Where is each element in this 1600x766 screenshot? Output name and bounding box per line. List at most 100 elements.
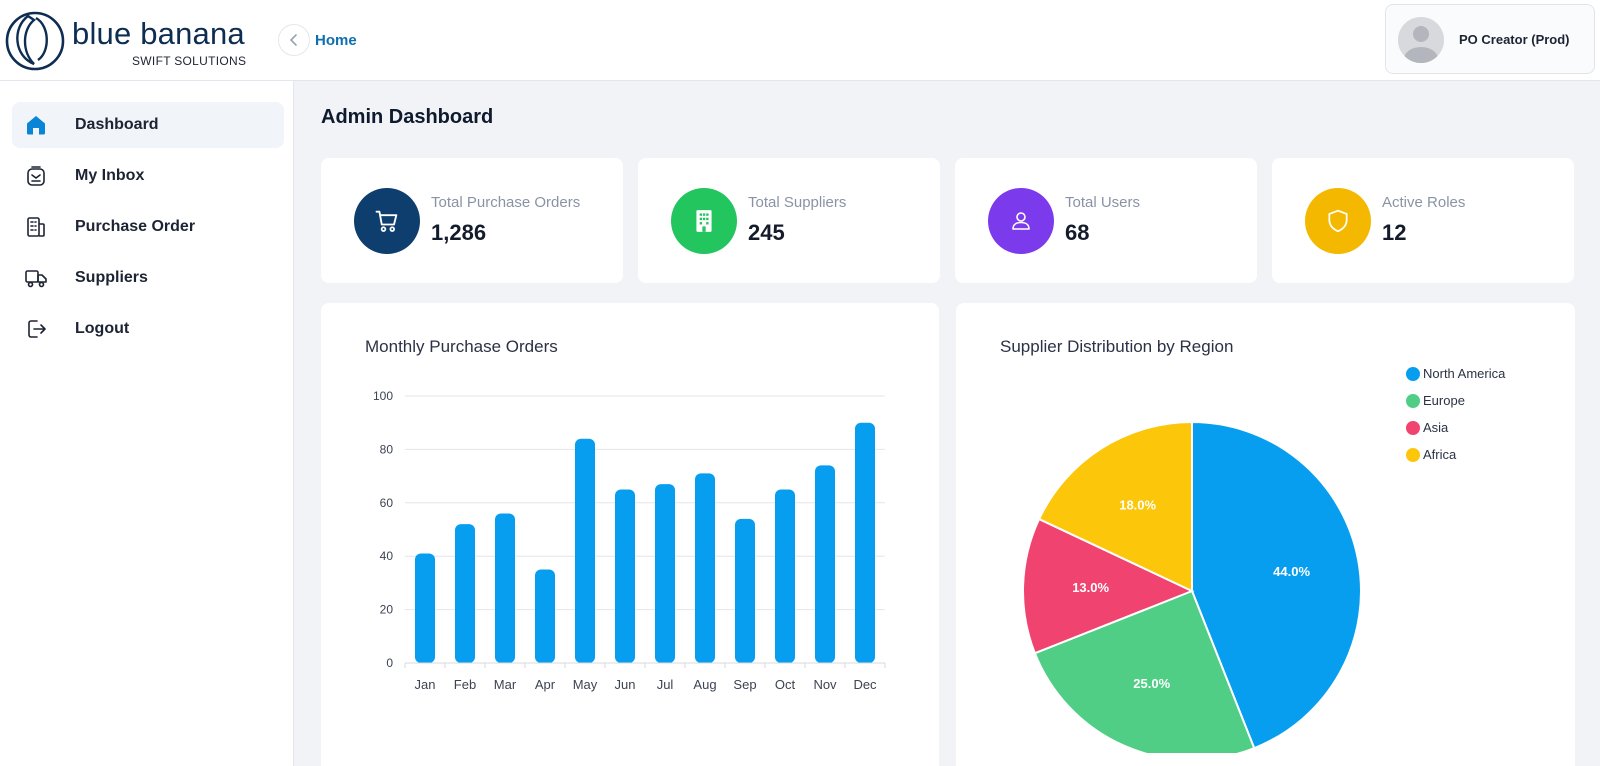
- bar-may[interactable]: [575, 438, 595, 663]
- bar-jul[interactable]: [655, 484, 675, 663]
- legend-label: North America: [1423, 366, 1506, 381]
- sidebar-item-label: My Inbox: [75, 167, 145, 184]
- legend-swatch: [1406, 420, 1420, 435]
- chart-title: Monthly Purchase Orders: [365, 337, 558, 356]
- shield-icon: [1328, 209, 1348, 233]
- bar-feb[interactable]: [455, 524, 475, 663]
- cart-icon: [375, 210, 398, 232]
- legend-label: Asia: [1423, 420, 1449, 435]
- stat-label: Total Purchase Orders: [431, 194, 581, 211]
- bar-oct[interactable]: [775, 489, 795, 663]
- x-tick-label: Feb: [454, 677, 476, 692]
- stat-value: 68: [1065, 220, 1090, 245]
- pie-value-label: 18.0%: [1119, 497, 1156, 512]
- bar-mar[interactable]: [495, 513, 515, 663]
- monthly-purchase-orders-panel: Monthly Purchase Orders 0 20 40 60 80 100 Jan F…: [321, 303, 939, 766]
- x-tick-label: Jul: [657, 677, 674, 692]
- sidebar-item-suppliers[interactable]: Suppliers: [12, 255, 284, 301]
- legend-swatch: [1406, 366, 1420, 381]
- truck-icon: [25, 270, 47, 288]
- bar-chart: 0 20 40 60 80 100 Jan Feb Mar Apr May Jun Jul Aug Sep O…: [373, 389, 886, 692]
- x-tick-label: Oct: [775, 677, 796, 692]
- pie-chart: 44.0% 25.0% 13.0% 18.0%: [1022, 420, 1362, 753]
- brand-name: blue banana: [72, 16, 245, 51]
- stat-card-users: Total Users 68: [955, 158, 1257, 283]
- pie-value-label: 44.0%: [1273, 564, 1310, 579]
- sidebar-item-my-inbox[interactable]: My Inbox: [12, 153, 284, 199]
- bar-apr[interactable]: [535, 569, 555, 663]
- sidebar-item-logout[interactable]: Logout: [12, 306, 284, 352]
- bar-jan[interactable]: [415, 553, 435, 663]
- bar-nov[interactable]: [815, 465, 835, 663]
- avatar: [1398, 17, 1444, 63]
- x-tick-label: Mar: [494, 677, 517, 692]
- stat-value: 1,286: [431, 220, 487, 245]
- brand-logo[interactable]: blue banana SWIFT SOLUTIONS: [4, 8, 254, 74]
- y-tick-label: 100: [373, 389, 393, 403]
- legend-label: Europe: [1423, 393, 1465, 408]
- logout-icon: [28, 320, 46, 338]
- stat-card-suppliers: Total Suppliers 245: [638, 158, 940, 283]
- sidebar-item-dashboard[interactable]: Dashboard: [12, 102, 284, 148]
- user-icon: [1012, 212, 1030, 230]
- legend-item-europe[interactable]: Europe: [1406, 387, 1505, 414]
- document-icon: [27, 217, 45, 237]
- x-tick-label: Jun: [615, 677, 636, 692]
- stat-icon-circle: [354, 188, 420, 254]
- legend-item-north-america[interactable]: North America: [1406, 360, 1505, 387]
- supplier-distribution-panel: Supplier Distribution by Region 44.0% 25.…: [956, 303, 1575, 766]
- page-title: Admin Dashboard: [321, 106, 494, 128]
- brand-tagline: SWIFT SOLUTIONS: [132, 54, 247, 68]
- user-profile-menu[interactable]: PO Creator (Prod): [1385, 4, 1595, 74]
- legend-item-africa[interactable]: Africa: [1406, 441, 1505, 468]
- pie-slice-africa[interactable]: [1037, 420, 1193, 593]
- x-tick-label: Jan: [415, 677, 436, 692]
- pie-value-label: 25.0%: [1133, 676, 1170, 691]
- y-tick-label: 80: [380, 442, 394, 456]
- stat-icon-circle: [1305, 188, 1371, 254]
- sidebar-item-label: Purchase Order: [75, 218, 196, 235]
- user-name: PO Creator (Prod): [1459, 32, 1570, 47]
- y-tick-label: 60: [380, 496, 394, 510]
- sidebar-item-label: Logout: [75, 320, 130, 337]
- stat-label: Total Suppliers: [748, 194, 847, 211]
- sidebar: Dashboard My Inbox Purchase Order Suppli…: [0, 81, 294, 766]
- bar-dec[interactable]: [855, 422, 875, 663]
- pie-slice-asia[interactable]: [1022, 517, 1195, 655]
- legend-item-asia[interactable]: Asia: [1406, 414, 1505, 441]
- pie-value-label: 13.0%: [1072, 580, 1109, 595]
- breadcrumb-home[interactable]: Home: [315, 32, 357, 49]
- bar-jun[interactable]: [615, 489, 635, 663]
- x-tick-label: Nov: [813, 677, 837, 692]
- stat-icon-circle: [988, 188, 1054, 254]
- y-tick-label: 0: [386, 656, 393, 670]
- stat-value: 245: [748, 220, 785, 245]
- legend-swatch: [1406, 447, 1420, 462]
- sidebar-item-purchase-order[interactable]: Purchase Order: [12, 204, 284, 250]
- bar-sep[interactable]: [735, 518, 755, 663]
- stat-card-active-roles: Active Roles 12: [1272, 158, 1574, 283]
- bar-aug[interactable]: [695, 473, 715, 663]
- banana-logo-icon: [5, 11, 65, 71]
- sidebar-collapse-button[interactable]: [278, 24, 310, 56]
- stat-label: Total Users: [1065, 194, 1141, 211]
- x-tick-label: Apr: [535, 677, 556, 692]
- sidebar-item-label: Dashboard: [75, 116, 159, 133]
- y-tick-label: 40: [380, 549, 394, 563]
- sidebar-item-label: Suppliers: [75, 269, 148, 286]
- legend-swatch: [1406, 393, 1420, 408]
- chevron-left-icon: [289, 34, 297, 46]
- stat-card-purchase-orders: Total Purchase Orders 1,286: [321, 158, 623, 283]
- legend-label: Africa: [1423, 447, 1457, 462]
- x-tick-label: Dec: [853, 677, 877, 692]
- pie-slice-europe[interactable]: [1033, 589, 1256, 753]
- chart-title: Supplier Distribution by Region: [1000, 337, 1234, 356]
- home-icon: [27, 116, 45, 135]
- building-icon: [696, 210, 712, 232]
- stat-icon-circle: [671, 188, 737, 254]
- pie-slice-north-america[interactable]: [1191, 420, 1362, 750]
- stat-value: 12: [1382, 220, 1407, 245]
- x-tick-label: Sep: [733, 677, 756, 692]
- x-tick-label: May: [573, 677, 598, 692]
- y-tick-label: 20: [380, 603, 394, 617]
